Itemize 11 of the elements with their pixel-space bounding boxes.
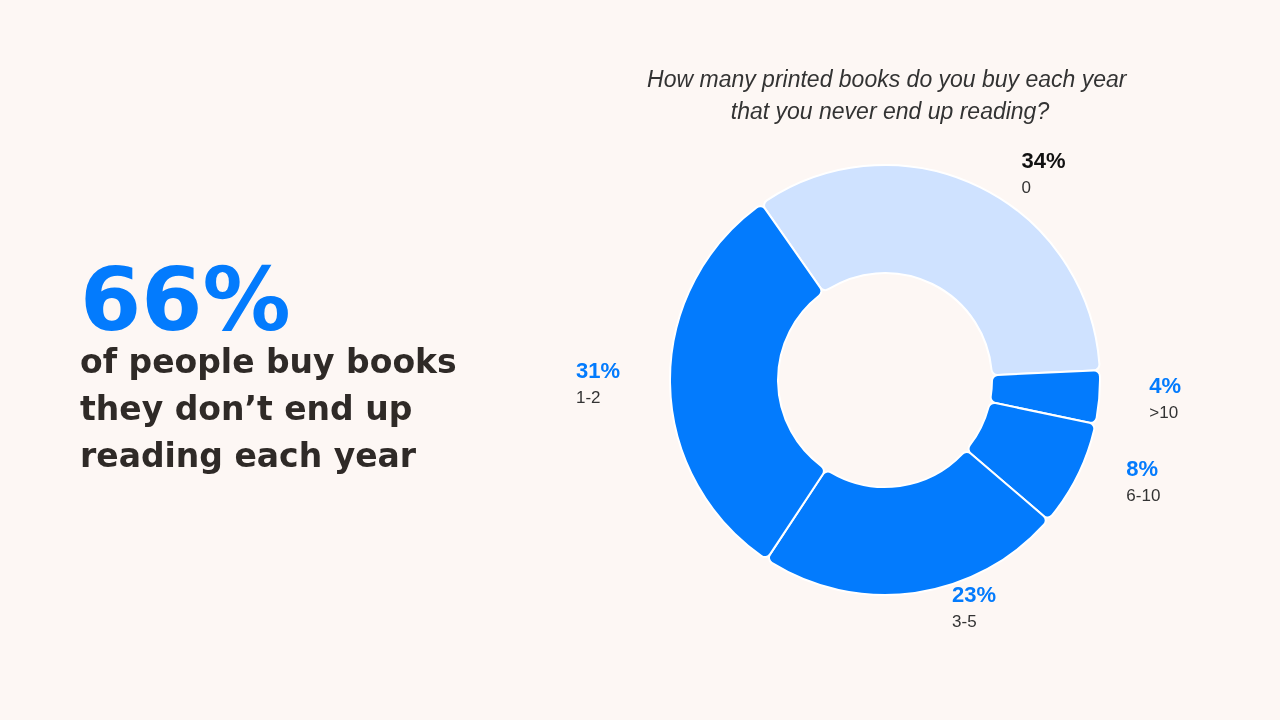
slice-label: 1-2	[575, 387, 601, 407]
data-label: 34%	[1021, 148, 1066, 174]
slice-label: 6-10	[1126, 486, 1161, 506]
data-label: 8%	[1126, 456, 1159, 482]
slice-label: 0	[1021, 178, 1032, 198]
data-label: 31%	[575, 357, 621, 383]
slice-label: 3-5	[952, 612, 977, 632]
data-label: 23%	[952, 582, 997, 608]
data-label: 4%	[1149, 372, 1182, 398]
chart-title: How many printed books do you buy each year that you never end up reading?	[647, 66, 1133, 124]
slice-label: >10	[1149, 402, 1179, 422]
